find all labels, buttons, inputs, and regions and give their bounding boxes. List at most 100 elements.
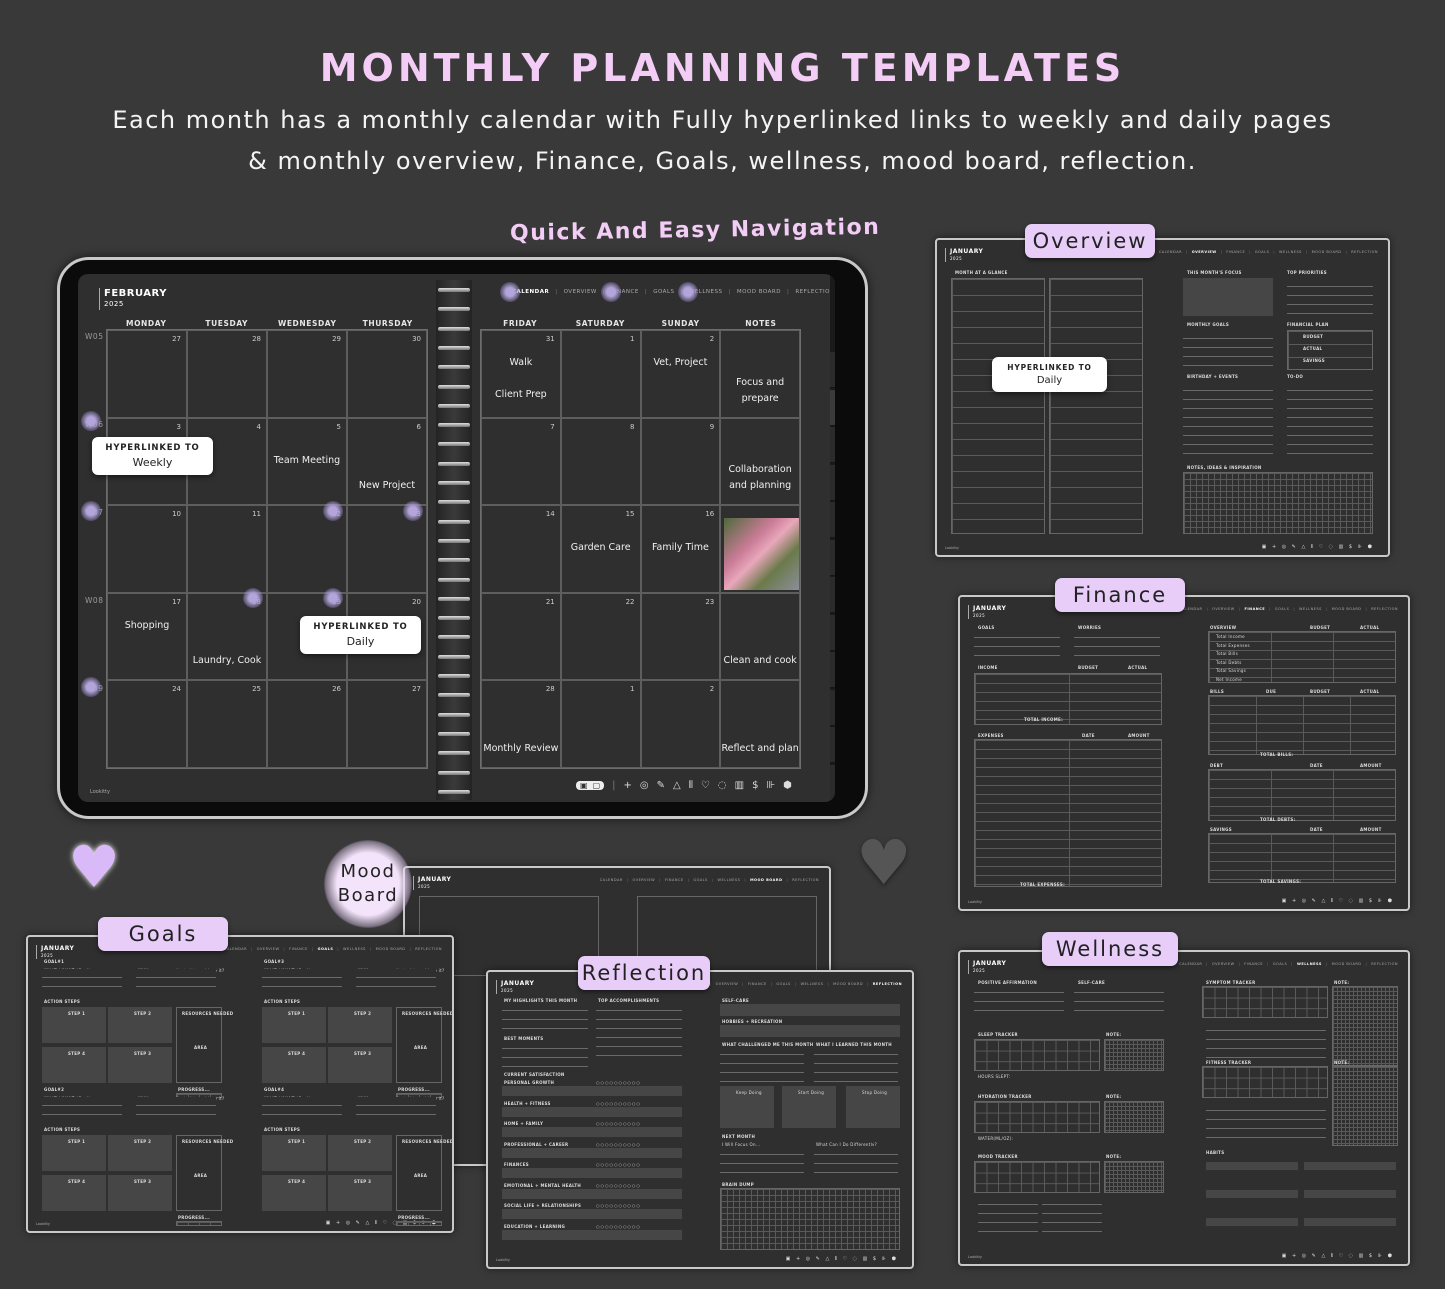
nav-item[interactable]: WELLNESS — [1279, 250, 1302, 254]
week-link[interactable]: W08 — [85, 596, 104, 605]
nav-item[interactable]: FINANCE — [664, 878, 684, 882]
nav-item[interactable]: WELLNESS — [717, 878, 741, 882]
nav-item[interactable]: REFLECTION — [1371, 962, 1398, 966]
month-tab-nov[interactable]: NOV — [830, 727, 835, 763]
day-cell[interactable]: 5 Team Meeting — [267, 417, 347, 506]
box-icon[interactable]: ⬢ — [783, 780, 792, 791]
day-cell[interactable]: 24 — [107, 680, 187, 768]
day-cell[interactable]: 10 — [107, 505, 187, 593]
nav-item[interactable]: GOALS — [1274, 607, 1290, 611]
day-cell[interactable]: 28 Monthly Review — [481, 680, 561, 768]
day-cell[interactable]: 16 Family Time — [640, 505, 721, 593]
week-link[interactable]: W05 — [85, 332, 104, 341]
nav-item[interactable]: CALENDAR — [599, 878, 623, 882]
nav-item[interactable]: GOALS — [1254, 250, 1270, 254]
nav-item[interactable]: FINANCE — [1244, 962, 1264, 966]
day-cell[interactable]: 15 Garden Care — [560, 505, 641, 593]
nav-item[interactable]: GOALS — [1272, 962, 1288, 966]
nav-item[interactable]: WELLNESS — [1299, 607, 1322, 611]
month-tab-jan[interactable]: JAN — [830, 352, 835, 388]
month-tab-mar[interactable]: MAR — [830, 427, 835, 463]
palette-icon[interactable]: ✎ — [656, 780, 666, 791]
nav-item[interactable]: WELLNESS — [343, 947, 366, 951]
month-tab-jul[interactable]: JUL — [830, 577, 835, 613]
nav-item[interactable]: REFLECTION — [872, 982, 902, 986]
nav-item[interactable]: REFLECTION — [415, 947, 442, 951]
month-tab-jun[interactable]: JUN — [830, 539, 835, 576]
day-cell[interactable]: 6 New Project — [347, 417, 427, 506]
day-cell[interactable]: 27 — [107, 330, 187, 418]
nav-reflection[interactable]: REFLECTION — [795, 289, 835, 295]
overview-template[interactable]: JANUARY 2025 CALENDAR | OVERVIEW | FINANCE | GO… — [935, 238, 1390, 557]
day-cell[interactable]: 7 — [481, 417, 561, 506]
chart-icon[interactable]: ▥ — [734, 780, 745, 791]
month-tab-aug[interactable]: AUG — [830, 614, 835, 651]
day-cell[interactable]: 1 — [560, 330, 641, 418]
dollar-icon[interactable]: $ — [752, 780, 759, 791]
nav-item[interactable]: OVERVIEW — [632, 878, 656, 882]
nav-item[interactable]: REFLECTION — [1371, 607, 1398, 611]
nav-item[interactable]: CALENDAR — [1179, 607, 1203, 611]
nav-goals[interactable]: GOALS — [653, 289, 675, 295]
day-cell[interactable]: 11 — [187, 505, 267, 593]
day-cell[interactable]: Focus and prepare — [720, 330, 800, 418]
day-cell[interactable]: 29 — [267, 330, 347, 418]
day-cell[interactable]: 30 — [347, 330, 427, 418]
day-cell[interactable]: 1 — [560, 680, 641, 768]
nav-finance[interactable]: FINANCE — [611, 289, 639, 295]
nav-item[interactable]: FINANCE — [747, 982, 767, 986]
nav-item[interactable]: OVERVIEW — [1191, 250, 1217, 254]
nav-item[interactable]: CALENDAR — [1179, 962, 1203, 966]
day-cell[interactable]: 22 — [560, 592, 641, 681]
nav-item[interactable]: REFLECTION — [1351, 250, 1378, 254]
nav-mood-board[interactable]: MOOD BOARD — [736, 289, 781, 295]
apple-icon[interactable]: ◌ — [717, 780, 727, 791]
nav-item[interactable]: WELLNESS — [800, 982, 824, 986]
month-tab-feb[interactable]: FEB — [830, 389, 835, 426]
nav-wellness[interactable]: WELLNESS — [688, 289, 723, 295]
nav-item[interactable]: OVERVIEW — [715, 982, 739, 986]
nav-item[interactable]: FINANCE — [289, 947, 308, 951]
day-cell[interactable]: 2 Vet, Project — [640, 330, 721, 418]
calendar-tab-icon[interactable]: ▣ — [830, 306, 835, 316]
day-cell[interactable]: 14 — [481, 505, 561, 593]
nav-calendar[interactable]: CALENDAR — [512, 289, 550, 295]
nav-item[interactable]: OVERVIEW — [1211, 962, 1235, 966]
view-toggle[interactable]: ▣ ▢ — [576, 781, 605, 790]
goals-template[interactable]: JANUARY 2025 CALENDAR | OVERVIEW | FINANCE | GO… — [26, 935, 454, 1233]
nav-item[interactable]: MOOD BOARD — [750, 878, 783, 882]
nav-item[interactable]: REFLECTION — [792, 878, 819, 882]
nav-item[interactable]: WELLNESS — [1296, 962, 1322, 966]
add-icon[interactable]: + — [623, 780, 632, 791]
day-cell[interactable]: 25 — [187, 680, 267, 768]
nav-item[interactable]: FINANCE — [1244, 607, 1266, 611]
nav-item[interactable]: MOOD BOARD — [1331, 962, 1362, 966]
day-cell[interactable] — [720, 505, 800, 593]
day-cell[interactable]: Reflect and plan — [720, 680, 800, 768]
nav-item[interactable]: CALENDAR — [224, 947, 248, 951]
menu-icon[interactable]: ≡ — [830, 280, 835, 293]
day-cell[interactable]: 17 Shopping — [107, 592, 187, 681]
month-tab-may[interactable]: MAY — [830, 502, 835, 538]
target-icon[interactable]: ◎ — [639, 780, 649, 791]
day-cell[interactable]: Collaboration and planning — [720, 417, 800, 506]
wellness-template[interactable]: JANUARY 2025 CALENDAR | OVERVIEW | FINANCE | GO… — [958, 950, 1410, 1266]
day-cell[interactable]: 9 — [640, 417, 721, 506]
dumbbell-icon[interactable]: ⊪ — [766, 780, 776, 791]
day-cell[interactable]: 28 — [187, 330, 267, 418]
mountain-icon[interactable]: △ — [673, 780, 681, 791]
nav-item[interactable]: MOOD BOARD — [833, 982, 864, 986]
day-cell[interactable]: 21 — [481, 592, 561, 681]
nav-item[interactable]: GOALS — [317, 947, 334, 951]
nav-item[interactable]: MOOD BOARD — [375, 947, 406, 951]
day-cell[interactable]: Clean and cook — [720, 592, 800, 681]
nav-item[interactable]: OVERVIEW — [256, 947, 280, 951]
day-cell[interactable]: 27 — [347, 680, 427, 768]
day-cell[interactable]: 2 — [640, 680, 721, 768]
month-tab-sep[interactable]: SEP — [830, 652, 835, 688]
finance-template[interactable]: JANUARY 2025 CALENDAR | OVERVIEW | FINANCE | GO… — [958, 595, 1410, 911]
heart-icon[interactable]: ♡ — [700, 780, 710, 791]
notes-tab-icon[interactable]: ▢ — [830, 330, 835, 340]
nav-item[interactable]: FINANCE — [1226, 250, 1246, 254]
